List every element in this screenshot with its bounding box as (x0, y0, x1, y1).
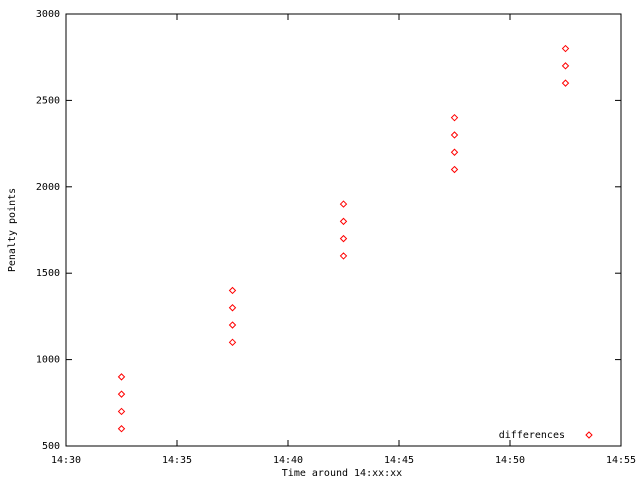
legend-label: differences (499, 430, 565, 441)
x-tick-label: 14:50 (495, 455, 525, 466)
point (450, 113, 459, 122)
point (339, 234, 348, 243)
point (561, 62, 570, 70)
y-tick-label: 1000 (36, 355, 60, 366)
point (117, 407, 126, 416)
y-tick-label: 2500 (36, 95, 60, 106)
point (228, 286, 237, 295)
point (228, 304, 237, 312)
y-tick-label: 1500 (36, 268, 60, 279)
y-tick-label: 2000 (36, 182, 60, 193)
point (450, 148, 459, 156)
point (117, 390, 126, 398)
point (228, 338, 237, 347)
point (117, 425, 126, 433)
point (339, 217, 348, 226)
point (228, 321, 237, 329)
plot-frame (65, 13, 622, 447)
x-tick-label: 14:55 (606, 455, 636, 466)
y-tick-label: 500 (42, 441, 60, 452)
point (339, 200, 348, 208)
x-tick-label: 14:30 (51, 455, 81, 466)
x-tick-label: 14:40 (273, 455, 303, 466)
x-tick-label: 14:35 (162, 455, 192, 466)
point (450, 165, 459, 174)
point (561, 44, 570, 53)
x-axis-label: Time around 14:xx:xx (282, 468, 402, 479)
point (339, 252, 348, 260)
point (117, 373, 126, 381)
y-axis-label: Penalty points (7, 188, 18, 272)
point (561, 79, 570, 87)
x-tick-label: 14:45 (384, 455, 414, 466)
point (450, 131, 459, 139)
legend-marker (585, 431, 593, 439)
y-tick-label: 3000 (36, 9, 60, 20)
